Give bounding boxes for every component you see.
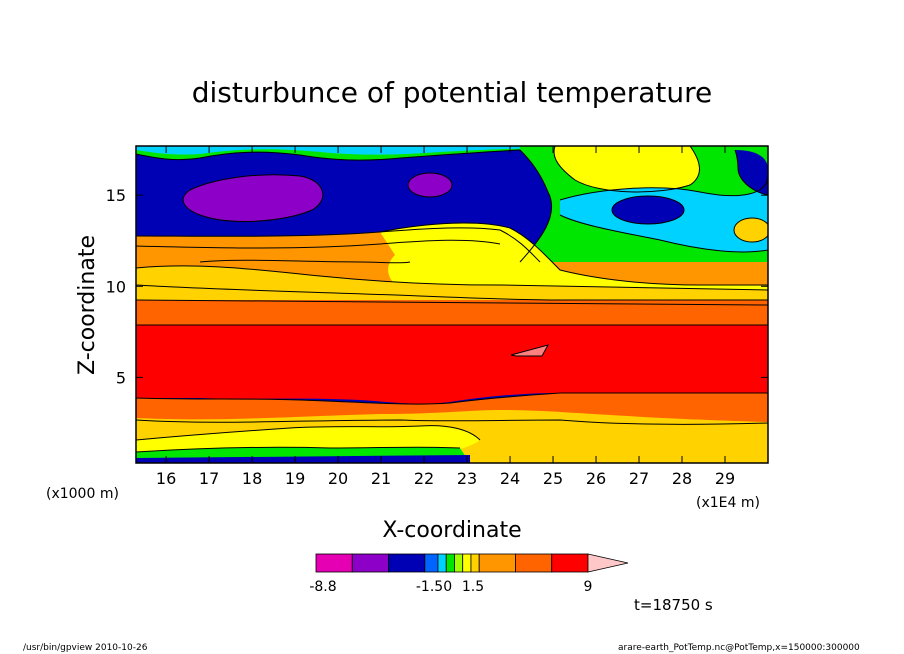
colorbar-swatch	[424, 553, 439, 573]
colorbar-label: 9	[584, 579, 593, 595]
x-tick-label: 20	[328, 469, 348, 488]
footer-program: /usr/bin/gpview 2010-10-26	[23, 643, 148, 653]
colorbar-swatch	[478, 553, 516, 573]
x-tick-label: 28	[672, 469, 692, 488]
footer-source: arare-earth_PotTemp.nc@PotTemp,x=150000:…	[618, 643, 860, 653]
x-unit-label: (x1E4 m)	[696, 495, 760, 511]
blue-corner-right	[735, 150, 768, 195]
x-tick-label: 23	[457, 469, 477, 488]
colorbar-swatch	[551, 553, 589, 573]
x-tick-label: 18	[242, 469, 262, 488]
plot-frame	[135, 145, 769, 464]
x-tick-label: 26	[586, 469, 606, 488]
colorbar-swatch	[388, 553, 426, 573]
colorbar-swatch	[454, 553, 464, 573]
colorbar-swatch	[470, 553, 480, 573]
colorbar-swatch	[437, 553, 447, 573]
x-tick-label: 22	[414, 469, 434, 488]
x-tick-label: 16	[156, 469, 176, 488]
colorbar-label: -8.8	[309, 579, 336, 595]
x-tick-label: 29	[715, 469, 735, 488]
contour-field	[136, 146, 768, 463]
contour-lines	[136, 146, 768, 453]
colorbar-swatch	[315, 553, 353, 573]
purple-low-left	[183, 174, 323, 222]
y-axis-label: Z-coordinate	[75, 235, 100, 375]
purple-low-center	[408, 173, 452, 197]
colorbar-arrow	[587, 553, 629, 573]
orange-patch-right	[734, 218, 768, 242]
blue-low-right	[612, 196, 684, 224]
chart-title: disturbunce of potential temperature	[192, 76, 713, 109]
colorbar-label: -1.50	[416, 579, 452, 595]
colorbar-swatch	[351, 553, 389, 573]
layer-blue-bottom	[136, 455, 470, 463]
x-axis-label: X-coordinate	[382, 518, 521, 543]
colorbar: -8.8 -1.50 1.5 9	[309, 553, 629, 595]
layer-light-orange-10	[136, 265, 768, 305]
x-tick-label: 27	[629, 469, 649, 488]
y-tick-label: 5	[116, 368, 126, 387]
colorbar-label: 1.5	[462, 579, 484, 595]
x-tick-label: 19	[285, 469, 305, 488]
y-unit-label: (x1000 m)	[46, 486, 119, 502]
x-axis: 16 17 18 19 20 21 22 23 24 25 26 27 28 29	[156, 146, 735, 488]
y-axis: 5 10 15	[106, 186, 768, 387]
colorbar-swatch	[445, 553, 455, 573]
y-tick-label: 10	[106, 277, 126, 296]
y-tick-label: 15	[106, 186, 126, 205]
x-tick-label: 25	[543, 469, 563, 488]
layer-yellow-wedge	[380, 223, 768, 300]
colorbar-swatch	[462, 553, 472, 573]
x-tick-label: 17	[199, 469, 219, 488]
time-label: t=18750 s	[634, 596, 713, 614]
colorbar-swatch	[515, 553, 553, 573]
x-tick-label: 21	[371, 469, 391, 488]
x-tick-label: 24	[500, 469, 520, 488]
layer-red-core	[136, 325, 768, 404]
layer-top-cyan	[136, 146, 768, 155]
layer-right-yellow-top	[554, 146, 700, 192]
